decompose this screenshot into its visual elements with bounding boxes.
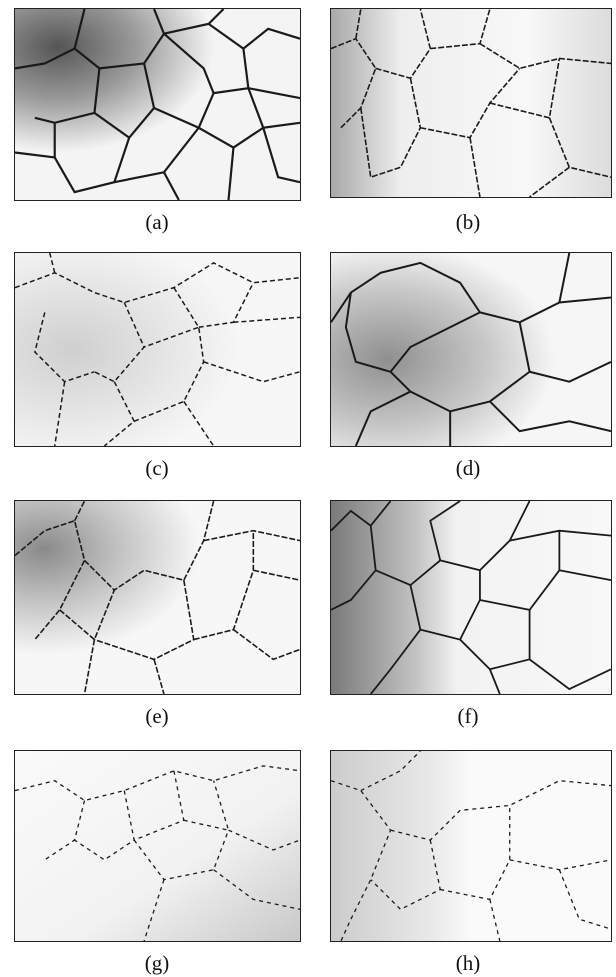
- panel-a-image: [14, 8, 301, 201]
- panel-h-image: [330, 750, 612, 942]
- panel-e-network: [15, 501, 300, 694]
- panel-f-image: [330, 500, 612, 695]
- panel-b-network: [331, 9, 611, 197]
- panel-c-image: [14, 252, 301, 447]
- panel-g-network: [15, 751, 300, 941]
- panel-f-network: [331, 501, 611, 694]
- panel-f-label: (f): [457, 704, 479, 728]
- panel-c-label: (c): [145, 456, 169, 480]
- panel-h-label: (h): [455, 951, 481, 975]
- panel-a-network: [15, 9, 300, 200]
- panel-b-image: [330, 8, 612, 198]
- panel-d-network: [331, 253, 611, 446]
- panel-h-network: [331, 751, 611, 941]
- panel-g-image: [14, 750, 301, 942]
- panel-b-label: (b): [455, 210, 481, 234]
- panel-a-label: (a): [145, 210, 169, 234]
- panel-g-label: (g): [144, 951, 170, 975]
- panel-d-label: (d): [455, 456, 481, 480]
- panel-c-network: [15, 253, 300, 446]
- panel-e-label: (e): [145, 704, 169, 728]
- panel-d-image: [330, 252, 612, 447]
- panel-e-image: [14, 500, 301, 695]
